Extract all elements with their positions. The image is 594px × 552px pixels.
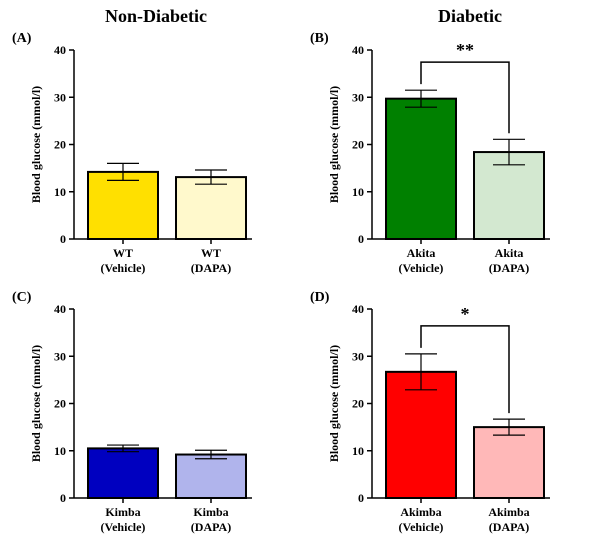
chart-panel-b: (B) Blood glucose (mmol/l) 0 10 20 30 40 Akita(… — [298, 26, 588, 291]
x-category-label: Akita — [495, 246, 524, 260]
y-tick-label: 20 — [54, 397, 66, 411]
y-tick-label: 0 — [358, 491, 364, 505]
x-category-label: Kimba — [193, 505, 228, 519]
bar — [385, 370, 457, 499]
x-category-sublabel: (DAPA) — [191, 261, 231, 275]
bar-chart-b: (B)Blood glucose (mmol/l)010203040Akita(… — [310, 31, 550, 275]
bar — [175, 453, 247, 499]
y-tick-label: 30 — [352, 90, 364, 104]
x-category-sublabel: (Vehicle) — [399, 261, 444, 275]
y-tick-label: 30 — [352, 349, 364, 363]
bar — [385, 97, 457, 241]
significance-marker: * — [461, 304, 470, 324]
y-tick-label: 0 — [358, 232, 364, 246]
y-tick-label: 10 — [352, 185, 364, 199]
panel-label: (B) — [310, 31, 329, 46]
bar-chart-d: (D) Blood glucose (mmol/l) 0 10 20 30 40 Akimba… — [310, 290, 550, 534]
bar — [473, 426, 545, 499]
bar-chart-a: (A)Blood glucose (mmol/l)010203040WT(Veh… — [12, 31, 252, 275]
chart-panel-c: (C) Blood glucose (mmol/l) 0 10 20 30 40 Kimba(… — [0, 285, 290, 550]
x-category-label: Akimba — [488, 505, 529, 519]
bar-chart-c: (C)Blood glucose (mmol/l)010203040Kimba(… — [12, 290, 252, 534]
chart-panel-d: (D) Blood glucose (mmol/l) 0 10 20 30 40 Akimba… — [298, 285, 588, 550]
y-tick-label: 20 — [54, 138, 66, 152]
column-title-non-diabetic: Non-Diabetic — [105, 6, 207, 26]
panel-label: (C) — [12, 290, 32, 305]
y-axis-label: Blood glucose (mmol/l) — [327, 86, 341, 203]
y-axis-label: Blood glucose (mmol/l) — [29, 86, 43, 203]
bar — [87, 447, 159, 499]
y-tick-label: 10 — [54, 185, 66, 199]
x-category-sublabel: (DAPA) — [489, 261, 529, 275]
y-tick-label: 40 — [352, 43, 364, 57]
x-category-sublabel: (Vehicle) — [101, 261, 146, 275]
y-tick-label: 40 — [54, 302, 66, 316]
x-category-label: WT — [113, 246, 133, 260]
y-tick-label: 20 — [352, 397, 364, 411]
chart-panel-a: (A) Blood glucose (mmol/l) 0 10 20 30 40 WT (Veh… — [0, 26, 290, 291]
x-category-sublabel: (Vehicle) — [399, 520, 444, 534]
panel-label: (D) — [310, 290, 330, 305]
y-tick-label: 10 — [352, 444, 364, 458]
bar — [87, 170, 159, 240]
x-category-label: Akimba — [400, 505, 441, 519]
y-tick-label: 30 — [54, 349, 66, 363]
x-category-sublabel: (DAPA) — [489, 520, 529, 534]
column-title-diabetic: Diabetic — [438, 6, 502, 26]
x-category-sublabel: (Vehicle) — [101, 520, 146, 534]
y-tick-label: 0 — [60, 491, 66, 505]
y-tick-label: 40 — [54, 43, 66, 57]
significance-bracket — [420, 61, 510, 134]
panel-label: (A) — [12, 31, 32, 46]
y-axis-label: Blood glucose (mmol/l) — [29, 345, 43, 462]
x-category-label: Kimba — [105, 505, 140, 519]
y-tick-label: 10 — [54, 444, 66, 458]
bar — [175, 176, 247, 240]
x-category-label: WT — [201, 246, 221, 260]
x-category-label: Akita — [407, 246, 436, 260]
y-tick-label: 0 — [60, 232, 66, 246]
x-category-sublabel: (DAPA) — [191, 520, 231, 534]
significance-marker: ** — [456, 40, 474, 60]
y-tick-label: 20 — [352, 138, 364, 152]
y-tick-label: 30 — [54, 90, 66, 104]
y-axis-label: Blood glucose (mmol/l) — [327, 345, 341, 462]
significance-bracket — [420, 325, 510, 414]
y-tick-label: 40 — [352, 302, 364, 316]
